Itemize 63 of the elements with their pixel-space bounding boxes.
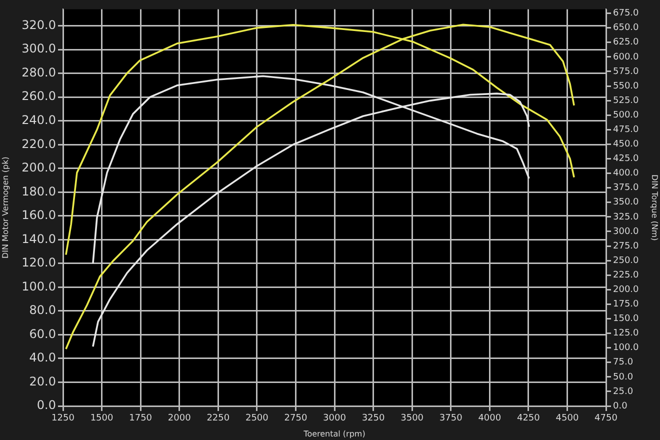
y2-tick-label: 575.0	[613, 66, 640, 77]
y2-tick-label: 600.0	[613, 52, 640, 62]
x-tick-label: 1250	[52, 414, 75, 424]
y2-tick-label: 250.0	[613, 256, 640, 266]
y2-tick-label: 325.0	[613, 212, 640, 222]
y2-tick-label: 550.0	[613, 81, 640, 92]
y2-tick-label: 25.0	[613, 386, 634, 397]
y2-tick-label: 275.0	[613, 241, 640, 252]
y-tick-label: 200.0	[22, 160, 56, 175]
y-tick-label: 100.0	[22, 279, 56, 294]
y2-tick-label: 300.0	[613, 226, 640, 237]
x-axis-title: Toerental (rpm)	[302, 429, 366, 438]
x-tick-label: 4000	[478, 414, 502, 424]
y2-tick-label: 125.0	[613, 328, 640, 339]
y-tick-label: 160.0	[22, 208, 56, 222]
y2-tick-label: 375.0	[613, 183, 640, 194]
x-tick-label: 1500	[90, 414, 114, 424]
y2-tick-label: 175.0	[613, 300, 640, 310]
y-tick-label: 40.0	[29, 350, 56, 365]
y2-tick-label: 475.0	[613, 124, 640, 135]
y-tick-label: 280.0	[22, 65, 56, 80]
x-tick-label: 3500	[400, 414, 424, 424]
y2-tick-label: 500.0	[613, 110, 640, 120]
x-tick-label: 1750	[129, 414, 152, 424]
x-tick-label: 3750	[439, 414, 463, 424]
y-tick-label: 0.0	[36, 398, 56, 412]
y2-tick-label: 625.0	[613, 38, 640, 48]
x-tick-label: 2250	[206, 414, 230, 424]
y2-tick-label: 75.0	[613, 358, 634, 368]
y-tick-label: 260.0	[22, 89, 56, 104]
y2-tick-label: 0.0	[613, 401, 628, 412]
x-tick-label: 2750	[284, 414, 308, 424]
x-tick-label: 2500	[245, 414, 269, 424]
y2-tick-label: 150.0	[613, 314, 640, 324]
x-tick-label: 4500	[556, 414, 579, 424]
y-tick-label: 120.0	[22, 256, 56, 270]
y-tick-label: 20.0	[29, 374, 56, 388]
y-tick-label: 80.0	[29, 303, 56, 318]
y2-tick-label: 650.0	[613, 23, 640, 34]
x-tick-label: 4250	[516, 414, 540, 424]
y-tick-label: 220.0	[22, 136, 56, 151]
x-tick-label: 2000	[168, 414, 192, 424]
y2-tick-label: 400.0	[613, 168, 640, 179]
x-tick-label: 3250	[362, 414, 386, 424]
y-tick-label: 240.0	[22, 113, 56, 127]
y-tick-label: 60.0	[29, 326, 56, 341]
y2-tick-label: 525.0	[613, 96, 640, 106]
x-tick-label: 3000	[323, 414, 346, 424]
y2-tick-label: 675.0	[613, 8, 640, 19]
y2-tick-label: 450.0	[613, 140, 640, 150]
y-tick-label: 300.0	[22, 42, 56, 56]
y2-axis-title: DIN Torque (Nm)	[650, 174, 660, 241]
y2-tick-label: 200.0	[613, 284, 640, 295]
y2-tick-label: 100.0	[613, 343, 640, 354]
y-tick-label: 320.0	[22, 18, 56, 32]
y2-tick-label: 425.0	[613, 154, 640, 164]
y2-tick-label: 350.0	[613, 198, 640, 208]
y2-tick-label: 225.0	[613, 270, 640, 280]
y-tick-label: 140.0	[22, 232, 56, 246]
y-tick-label: 180.0	[22, 184, 56, 198]
x-tick-label: 4750	[594, 414, 618, 424]
y-axis-title: DIN Motor Vermogen (pk)	[0, 156, 10, 259]
y2-tick-label: 50.0	[613, 372, 634, 382]
